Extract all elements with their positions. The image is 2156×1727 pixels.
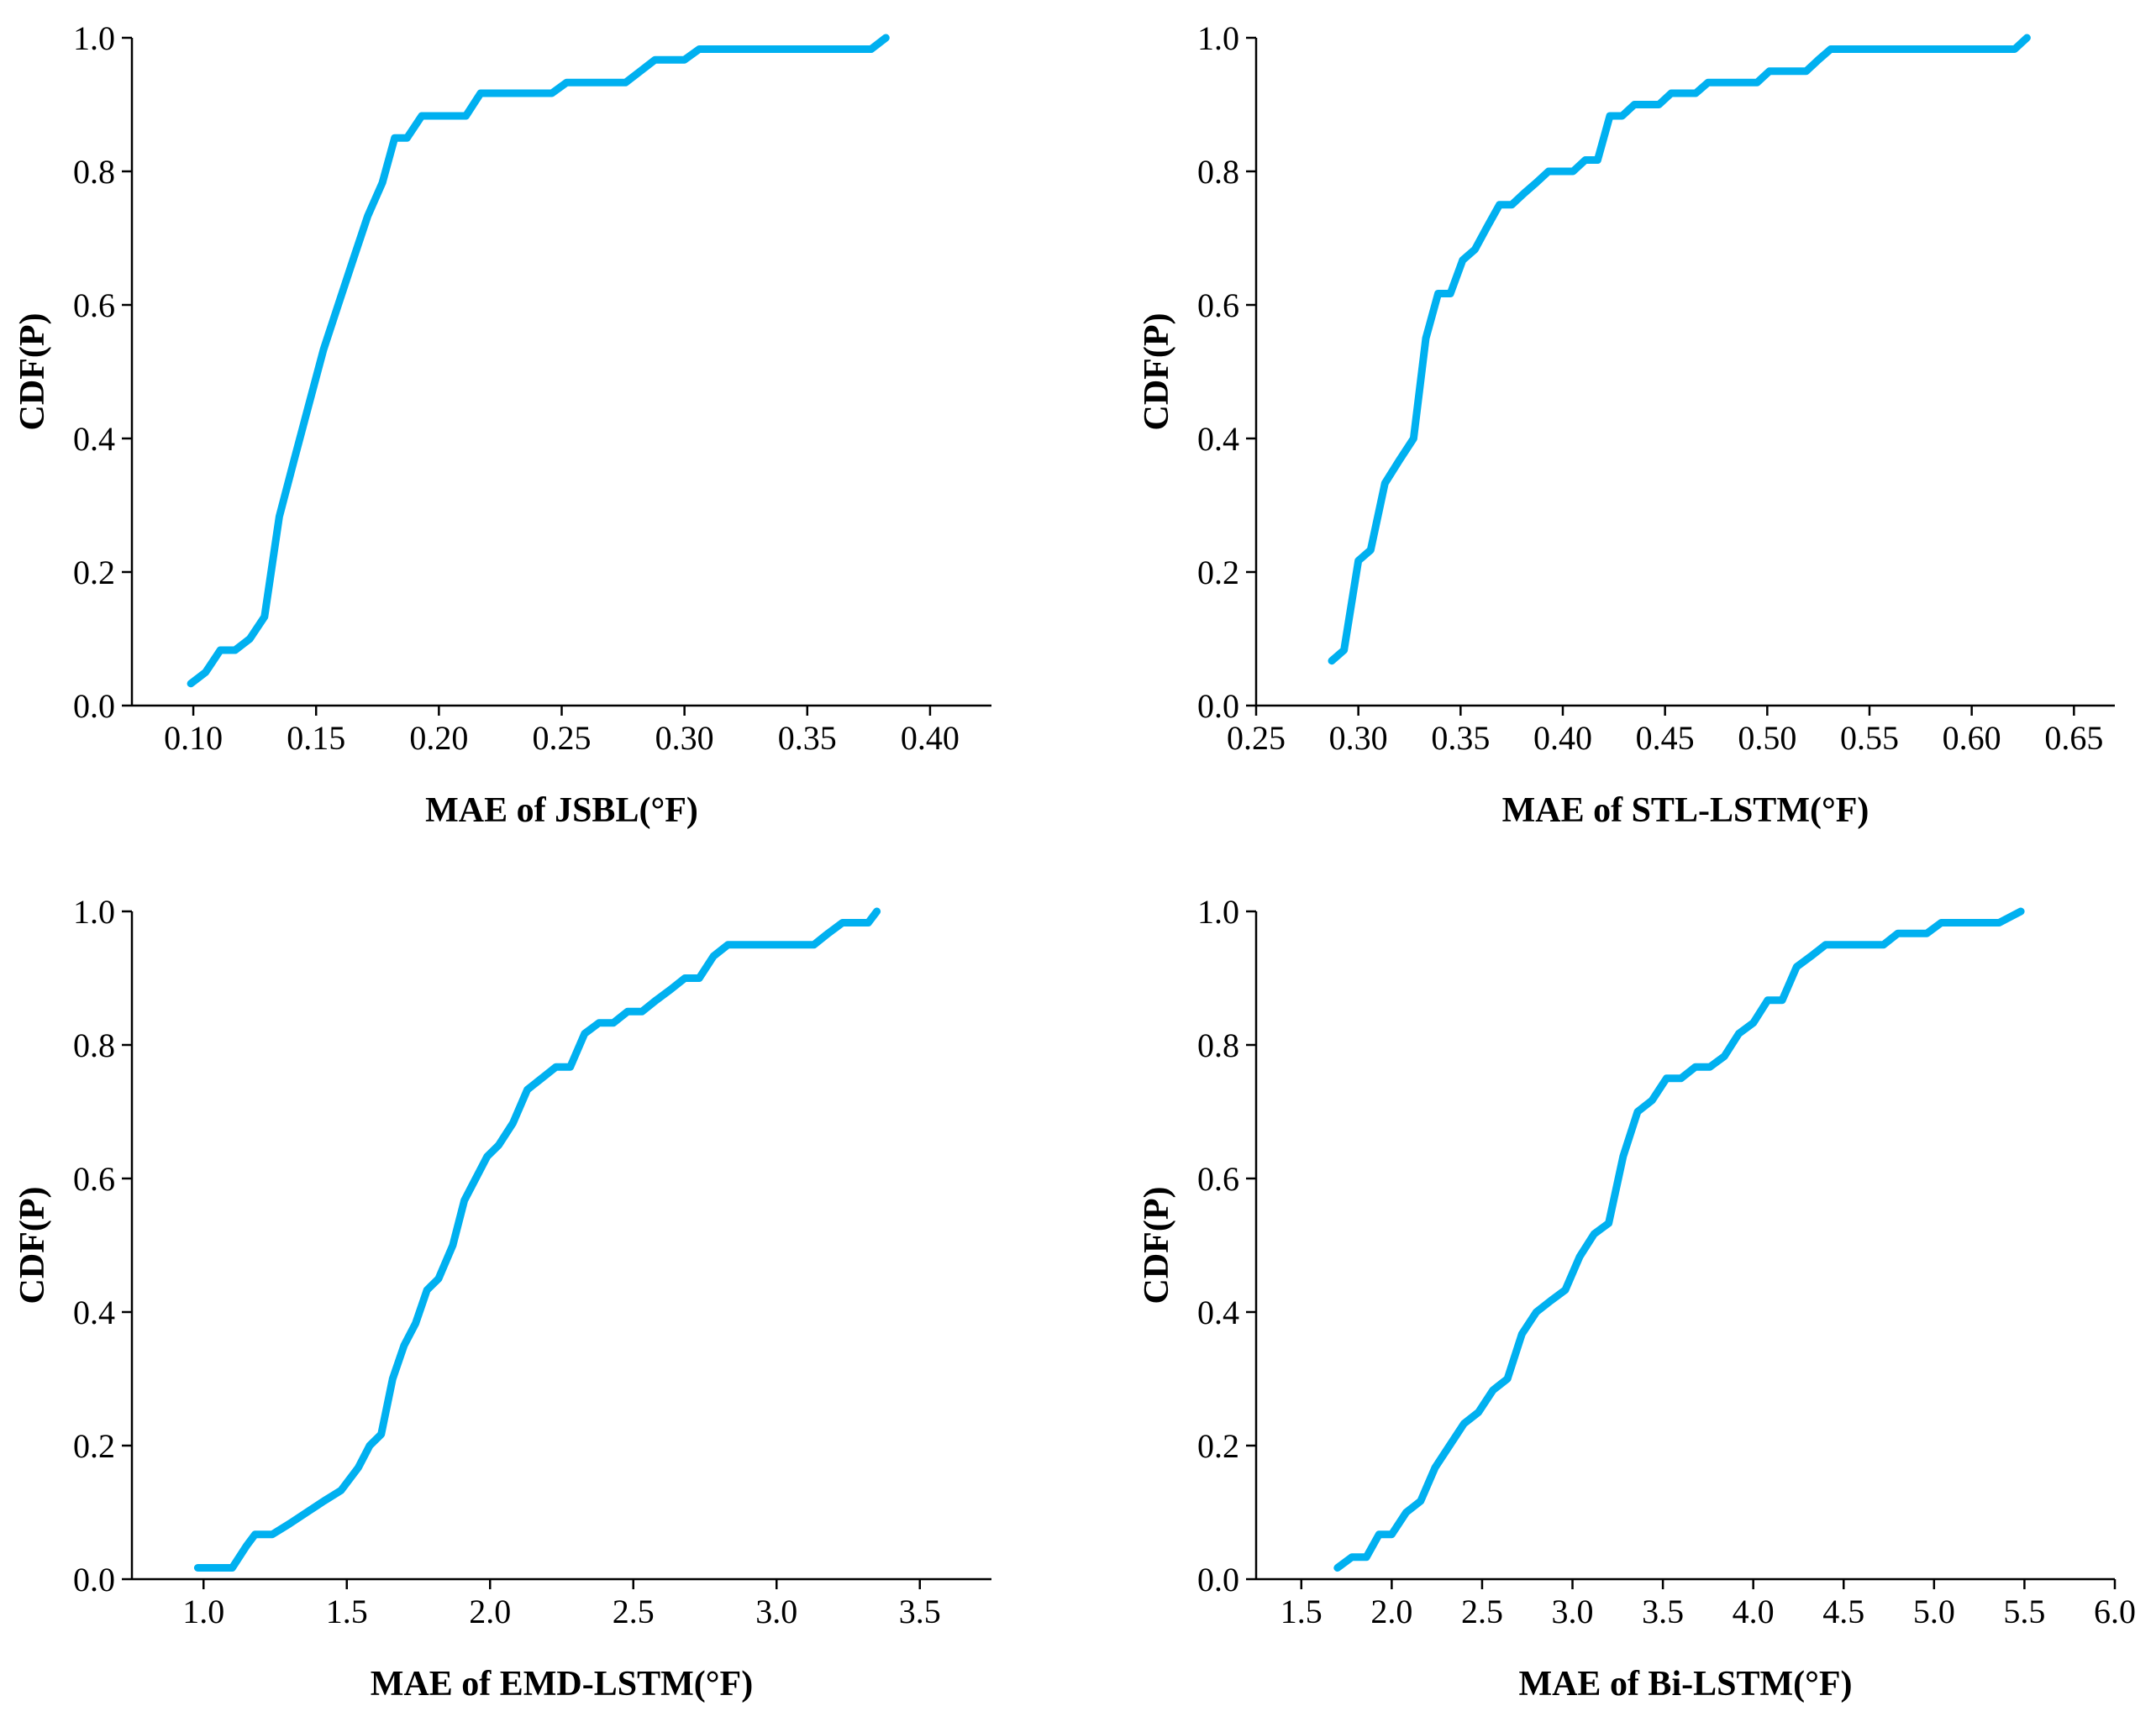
y-axis-title: CDF(P) (1138, 313, 1176, 431)
x-tick-label: 0.60 (1943, 719, 2001, 757)
x-tick-label: 5.5 (2003, 1593, 2045, 1630)
series-line-stl-lstm (1328, 34, 2031, 665)
x-tick-label: 0.25 (1227, 719, 1286, 757)
y-tick-label: 1.0 (73, 893, 115, 931)
x-tick-label: 0.35 (778, 719, 837, 757)
x-tick-label: 1.5 (1280, 1593, 1323, 1630)
x-tick-label: 2.5 (1461, 1593, 1503, 1630)
x-tick-label: 4.5 (1822, 1593, 1864, 1630)
y-tick-label: 0.8 (73, 1026, 115, 1064)
chart-panel-4: 0.0 0.2 0.4 0.6 0.8 1.0 1.5 2.0 2.5 3.0 3.5 4.0 4.5 5… (1138, 893, 2136, 1703)
x-tick-label: 2.0 (469, 1593, 511, 1630)
x-tick-label: 2.5 (613, 1593, 655, 1630)
chart-panel-3: 0.0 0.2 0.4 0.6 0.8 1.0 1.0 1.5 2.0 2.5 3.0 3.5 MAE … (13, 893, 991, 1703)
y-tick-label: 1.0 (1197, 893, 1239, 931)
series-line-jsbl (187, 34, 890, 688)
y-tick-label: 0.0 (1197, 1561, 1239, 1598)
x-axis-title: MAE of Bi-LSTM(°F) (1518, 1665, 1852, 1703)
chart-panel-1: 0.0 0.2 0.4 0.6 0.8 1.0 0.10 0.15 0.20 0.25 0.30 0.… (13, 19, 991, 830)
y-axis-title: CDF(P) (13, 1187, 52, 1304)
x-tick-label: 0.10 (164, 719, 223, 757)
x-tick-label: 3.5 (899, 1593, 941, 1630)
x-tick-label: 0.35 (1431, 719, 1490, 757)
x-tick-label: 0.30 (1329, 719, 1388, 757)
x-tick-label: 2.0 (1370, 1593, 1412, 1630)
y-tick-label: 0.0 (73, 687, 115, 725)
y-tick-label: 0.8 (73, 153, 115, 191)
y-tick-label: 0.0 (1197, 687, 1239, 725)
x-tick-label: 0.20 (409, 719, 468, 757)
x-axis-title: MAE of EMD-LSTM(°F) (371, 1665, 753, 1703)
x-tick-label: 0.25 (533, 719, 592, 757)
x-tick-label: 0.55 (1840, 719, 1899, 757)
y-tick-label: 1.0 (1197, 19, 1239, 57)
x-tick-label: 0.65 (2044, 719, 2103, 757)
y-tick-label: 0.2 (1197, 554, 1239, 591)
x-axis-title: MAE of JSBL(°F) (425, 791, 698, 830)
y-tick-label: 0.0 (73, 1561, 115, 1598)
x-tick-label: 0.30 (655, 719, 714, 757)
series-line-emd-lstm (193, 907, 881, 1572)
y-tick-label: 0.4 (1197, 420, 1239, 458)
y-axis-title: CDF(P) (13, 313, 52, 431)
x-tick-label: 6.0 (2094, 1593, 2136, 1630)
x-tick-label: 0.45 (1636, 719, 1695, 757)
chart-panel-2: 0.0 0.2 0.4 0.6 0.8 1.0 0.25 0.30 0.35 0.40 0.45 0.… (1138, 19, 2115, 830)
series-line-bi-lstm (1333, 907, 2025, 1572)
y-tick-label: 0.2 (1197, 1427, 1239, 1465)
y-tick-label: 0.6 (1197, 286, 1239, 324)
y-tick-label: 0.4 (73, 420, 115, 458)
x-tick-label: 3.5 (1642, 1593, 1684, 1630)
y-tick-label: 0.8 (1197, 153, 1239, 191)
y-tick-label: 0.8 (1197, 1026, 1239, 1064)
y-axis-title: CDF(P) (1138, 1187, 1176, 1304)
y-tick-label: 0.6 (73, 1160, 115, 1198)
x-tick-label: 0.50 (1738, 719, 1796, 757)
x-tick-label: 4.0 (1733, 1593, 1775, 1630)
x-tick-label: 1.0 (182, 1593, 224, 1630)
x-tick-label: 3.0 (1552, 1593, 1594, 1630)
x-tick-label: 0.40 (901, 719, 960, 757)
y-tick-label: 0.2 (73, 554, 115, 591)
x-tick-label: 5.0 (1913, 1593, 1955, 1630)
chart-panels: 0.00.20.40.60.81.00.10 0.15 0.20 0.25 0.30 0.… (13, 19, 2136, 1703)
y-tick-label: 0.4 (1197, 1294, 1239, 1331)
y-tick-label: 1.0 (73, 19, 115, 57)
x-tick-label: 1.5 (326, 1593, 368, 1630)
y-tick-label: 0.6 (1197, 1160, 1239, 1198)
x-tick-label: 3.0 (755, 1593, 797, 1630)
y-tick-label: 0.2 (73, 1427, 115, 1465)
x-axis-title: MAE of STL-LSTM(°F) (1502, 791, 1869, 830)
x-tick-label: 0.40 (1533, 719, 1592, 757)
y-tick-label: 0.4 (73, 1294, 115, 1331)
y-tick-label: 0.6 (73, 286, 115, 324)
x-tick-label: 0.15 (287, 719, 345, 757)
